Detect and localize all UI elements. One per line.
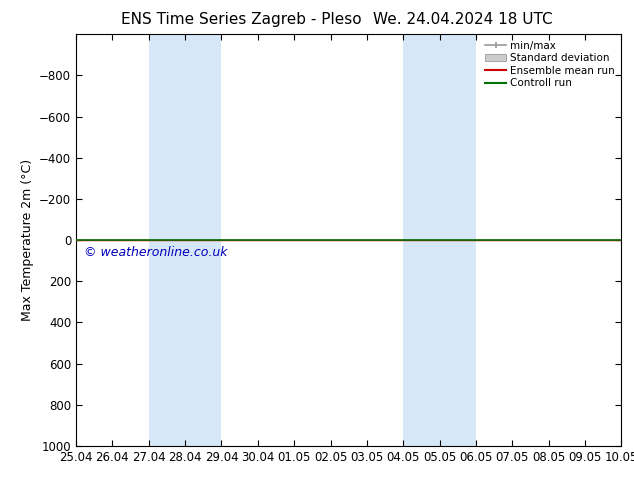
Y-axis label: Max Temperature 2m (°C): Max Temperature 2m (°C) <box>20 159 34 321</box>
Bar <box>403 34 476 446</box>
Text: ENS Time Series Zagreb - Pleso: ENS Time Series Zagreb - Pleso <box>120 12 361 27</box>
Legend: min/max, Standard deviation, Ensemble mean run, Controll run: min/max, Standard deviation, Ensemble me… <box>482 37 618 92</box>
Text: © weatheronline.co.uk: © weatheronline.co.uk <box>84 246 228 259</box>
Text: We. 24.04.2024 18 UTC: We. 24.04.2024 18 UTC <box>373 12 553 27</box>
Bar <box>149 34 221 446</box>
